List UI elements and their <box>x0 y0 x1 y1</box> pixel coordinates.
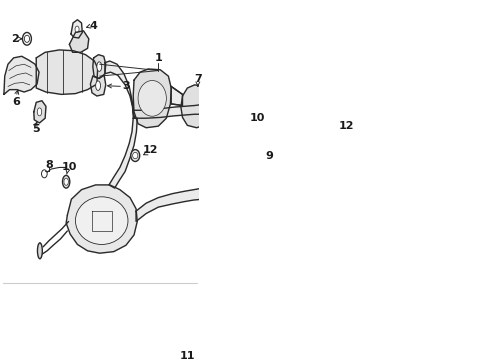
Text: 5: 5 <box>32 124 40 134</box>
Ellipse shape <box>293 82 300 106</box>
Polygon shape <box>133 105 201 118</box>
Text: 9: 9 <box>266 150 273 161</box>
Text: 2: 2 <box>11 34 19 44</box>
Text: 8: 8 <box>45 160 53 170</box>
Text: 6: 6 <box>12 97 20 107</box>
Ellipse shape <box>37 108 42 116</box>
Ellipse shape <box>42 170 47 178</box>
Polygon shape <box>92 211 112 231</box>
Polygon shape <box>239 185 268 203</box>
Ellipse shape <box>273 101 277 107</box>
Text: 3: 3 <box>122 81 130 91</box>
Text: 1: 1 <box>154 53 162 63</box>
Ellipse shape <box>75 26 79 32</box>
Ellipse shape <box>96 81 100 90</box>
Ellipse shape <box>37 243 42 259</box>
Polygon shape <box>36 50 98 94</box>
Polygon shape <box>66 185 137 253</box>
Text: 12: 12 <box>143 145 158 155</box>
Polygon shape <box>109 118 137 188</box>
Polygon shape <box>181 85 213 128</box>
Ellipse shape <box>284 147 288 153</box>
Polygon shape <box>71 20 82 38</box>
Text: 4: 4 <box>90 21 98 31</box>
Text: 10: 10 <box>249 113 265 123</box>
Ellipse shape <box>63 175 70 188</box>
Text: 7: 7 <box>194 73 202 84</box>
Polygon shape <box>105 61 134 118</box>
Ellipse shape <box>131 149 140 162</box>
Ellipse shape <box>133 152 138 159</box>
Text: 10: 10 <box>62 162 77 172</box>
Polygon shape <box>90 75 106 96</box>
Ellipse shape <box>337 120 342 128</box>
Ellipse shape <box>138 81 167 116</box>
Ellipse shape <box>23 32 31 45</box>
Polygon shape <box>93 55 106 78</box>
Polygon shape <box>136 188 239 221</box>
Ellipse shape <box>97 62 102 71</box>
Polygon shape <box>4 56 39 94</box>
Polygon shape <box>70 31 89 52</box>
Ellipse shape <box>64 178 69 185</box>
Ellipse shape <box>336 117 343 131</box>
Polygon shape <box>212 82 295 116</box>
Text: 11: 11 <box>180 351 195 360</box>
Text: 12: 12 <box>339 121 354 131</box>
Polygon shape <box>133 69 171 128</box>
Ellipse shape <box>75 197 128 244</box>
Polygon shape <box>34 101 46 123</box>
Polygon shape <box>171 86 182 105</box>
Ellipse shape <box>24 35 29 42</box>
